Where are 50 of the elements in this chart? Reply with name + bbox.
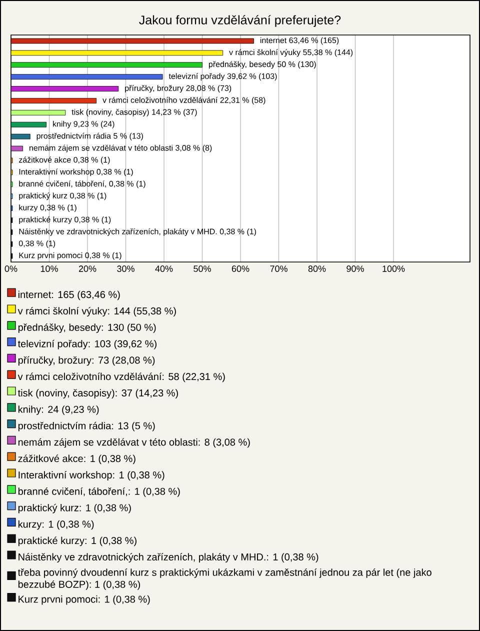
- x-tick-label: 90%: [346, 266, 364, 272]
- legend-label: televizní pořady: 103 (39,62 %): [18, 340, 156, 350]
- x-tick-label: 40%: [155, 266, 173, 272]
- data-label: příručky, brožury 28,08 % (73): [125, 84, 232, 93]
- data-label: kurzy 0,38 % (1): [19, 204, 76, 212]
- data-label: televizní pořady 39,62 % (103): [168, 73, 277, 81]
- data-label: v rámci školní výuky 55,38 % (144): [229, 49, 353, 57]
- legend-label: zážitkové akce: 1 (0,38 %): [18, 454, 136, 464]
- data-label: v rámci celoživotního vzdělávání 22,31 % (58): [102, 96, 266, 104]
- x-tick-label: 80%: [308, 266, 326, 272]
- legend-label: tisk (noviny, časopisy): 37 (14,23 %): [18, 389, 178, 398]
- data-label: praktické kurzy 0,38 % (1): [19, 216, 111, 224]
- data-label: Interaktivní workshop 0,38 % (1): [19, 168, 133, 176]
- legend-label: branné cvičení, táboření,: 1 (0,38 %): [18, 487, 180, 497]
- legend-label: knihy: 24 (9,23 %): [18, 406, 99, 415]
- legend-label: kurzy: 1 (0,38 %): [18, 520, 94, 530]
- x-tick-label: 30%: [117, 266, 134, 272]
- data-label: zážitkové akce 0,38 % (1): [18, 156, 110, 164]
- legend-label: Náistěnky ve zdravotnických zařízeních, plakáty v MHD.: 1 (0,38 %): [18, 553, 318, 562]
- legend-label: praktický kurz: 1 (0,38 %): [18, 504, 131, 514]
- legend-label: příručky, brožury: 73 (28,08 %): [18, 356, 155, 366]
- x-tick-label: 10%: [40, 266, 58, 272]
- data-label: tisk (noviny, časopisy) 14,23 % (37): [72, 108, 197, 116]
- data-label: 0,38 % (1): [18, 240, 56, 248]
- data-label: Kurz prvni pomoci 0,38 % (1): [19, 252, 122, 260]
- x-tick-label: 100%: [382, 266, 405, 272]
- x-tick-label: 50%: [194, 266, 211, 272]
- legend-label: internet: 165 (63,46 %): [18, 290, 120, 300]
- x-tick-label: 0%: [4, 266, 18, 272]
- data-label: knihy 9,23 % (24): [53, 120, 114, 128]
- legend-label: přednášky, besedy: 130 (50 %): [18, 323, 156, 333]
- data-label: internet 63,46 % (165): [260, 37, 339, 45]
- x-tick-label: 70%: [270, 266, 288, 272]
- data-label: Náistěnky ve zdravotnických zařízeních, plakáty v MHD. 0,38 % (1): [19, 228, 256, 236]
- legend-label: Interaktivní workshop: 1 (0,38 %): [18, 471, 164, 480]
- legend-label: praktické kurzy: 1 (0,38 %): [18, 536, 136, 546]
- legend-label: prostřednictvím rádia: 13 (5 %): [18, 422, 155, 432]
- legend-label: Kurz prvni pomoci: 1 (0,38 %): [18, 595, 150, 605]
- data-label: praktický kurz 0,38 % (1): [19, 192, 106, 200]
- legend-label: nemám zájem se vzdělávat v této oblasti: 8 (3,08 %): [18, 438, 250, 448]
- data-label: přednášky, besedy 50 % (130): [208, 61, 316, 69]
- legend-label: v rámci školní výuky: 144 (55,38 %): [18, 307, 176, 316]
- data-label: prostřednictvím rádia 5 % (13): [36, 132, 143, 140]
- data-label: nemám zájem se vzdělávat v této oblasti 3,08 % (8): [30, 144, 212, 152]
- data-label: branné cvičení, táboření, 0,38 % (1): [19, 180, 146, 188]
- x-tick-label: 60%: [232, 266, 250, 272]
- legend-label: třeba povinný dvoudenní kurz s praktickými ukázkami v zaměstnání jednou za pár let (ne jako bezzubé BOZP): 1 (0,38 %): [18, 568, 432, 590]
- x-tick-label: 20%: [78, 266, 96, 272]
- chart-title: Jakou formu vzdělávání preferujete?: [139, 15, 341, 27]
- legend-label: v rámci celoživotního vzdělávání: 58 (22,31 %): [18, 372, 225, 382]
